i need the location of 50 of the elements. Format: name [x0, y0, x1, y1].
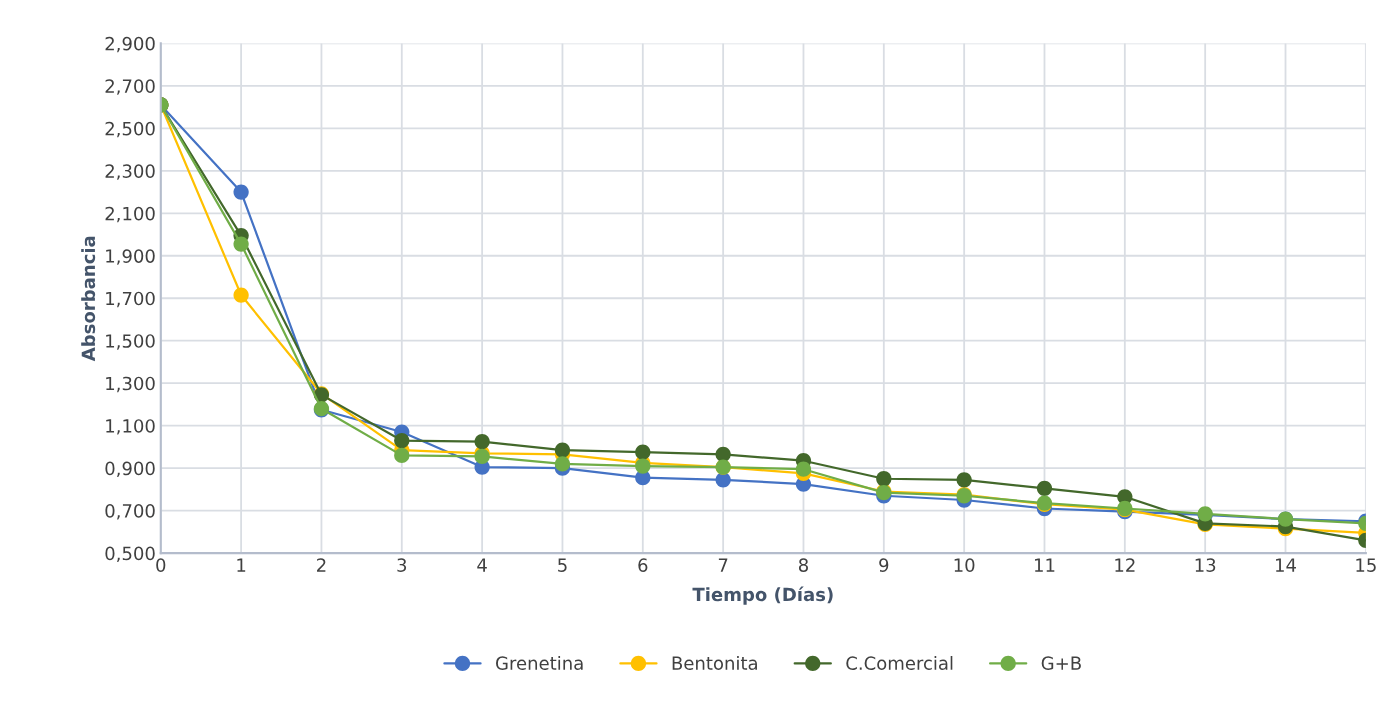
y-tick-label: 2,500 — [105, 121, 155, 138]
point — [233, 184, 249, 200]
point — [233, 236, 249, 252]
x-tick-label: 1 — [237, 558, 246, 572]
legend-label: G+B — [1041, 656, 1081, 670]
y-tick-label: 0,700 — [105, 504, 155, 520]
point — [233, 287, 249, 303]
point — [715, 446, 731, 462]
point — [394, 432, 410, 449]
y-tick-label: 1,700 — [106, 291, 155, 308]
point — [635, 444, 651, 460]
x-tick-label: 8 — [798, 558, 808, 572]
point — [474, 448, 490, 465]
point — [956, 472, 972, 488]
x-tick-label: 3 — [397, 558, 407, 572]
x-tick-label: 0 — [156, 558, 166, 572]
point — [554, 456, 571, 472]
point — [1036, 480, 1053, 496]
x-axis-title: Tiempo (Días) — [692, 586, 833, 605]
x-tick-label: 10 — [954, 558, 975, 572]
legend-label: C.Comercial — [846, 656, 953, 670]
y-tick-label: 2,700 — [105, 79, 155, 95]
x-tick-label: 5 — [558, 558, 567, 572]
x-tick-label: 14 — [1276, 558, 1296, 572]
y-tick-label: 1,300 — [106, 376, 155, 393]
y-axis-title: Absorbancia — [81, 236, 96, 362]
x-tick-label: 13 — [1195, 558, 1216, 572]
x-tick-label: 9 — [879, 558, 889, 572]
y-tick-label: 2,900 — [105, 36, 155, 53]
y-tick-label: 1,900 — [106, 249, 155, 265]
y-tick-label: 0,500 — [105, 546, 155, 563]
x-tick-label: 4 — [477, 558, 487, 572]
x-tick-label: 6 — [638, 558, 648, 572]
legend-label: Bentonita — [672, 656, 757, 670]
point — [554, 442, 571, 458]
y-tick-label: 2,100 — [105, 206, 155, 223]
point — [394, 447, 410, 464]
x-tick-label: 11 — [1034, 558, 1055, 572]
y-tick-label: 1,100 — [106, 419, 155, 435]
x-tick-label: 12 — [1115, 558, 1135, 572]
point — [474, 433, 490, 450]
y-tick-label: 2,300 — [105, 164, 155, 180]
x-tick-label: 7 — [718, 558, 728, 572]
x-tick-label: 15 — [1356, 558, 1376, 572]
point — [876, 471, 892, 487]
y-tick-label: 0,900 — [105, 461, 155, 478]
x-tick-label: 2 — [317, 558, 326, 572]
y-tick-label: 1,500 — [106, 334, 155, 350]
point — [795, 461, 812, 477]
legend-label: Grenetina — [496, 656, 583, 670]
